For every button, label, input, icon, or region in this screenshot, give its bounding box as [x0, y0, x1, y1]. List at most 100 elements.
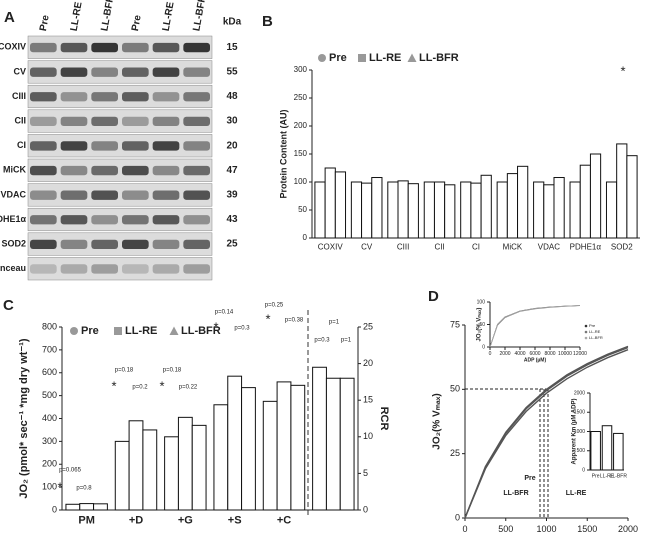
x-tick-label: +D [129, 515, 143, 527]
legend-label: LL-BFR [419, 52, 459, 64]
x-tick-label: 1500 [577, 524, 597, 534]
annotation: p=0.2 [132, 385, 148, 391]
blot-band [60, 215, 88, 225]
y-tick-label: 0 [455, 512, 460, 522]
curve-label: LL-RE [566, 490, 587, 497]
y-tick-label: 700 [42, 344, 57, 354]
blot-band [152, 141, 180, 151]
bar [191, 424, 207, 511]
bar [433, 181, 446, 239]
x-tick-label: 500 [498, 524, 513, 534]
protein-label: PDHE1α [0, 214, 26, 224]
protein-label: CIII [12, 91, 26, 101]
blot-band [122, 67, 149, 77]
x-axis-label: ADP (µM) [524, 357, 547, 363]
y-tick-label: 300 [42, 436, 57, 446]
y-tick-label: 25 [450, 448, 460, 458]
y-tick-label: 0 [303, 233, 308, 242]
y-tick-label: 100 [294, 177, 308, 186]
blot-band [30, 141, 57, 151]
bar [142, 429, 158, 511]
y-tick-label: 500 [42, 390, 57, 400]
x-tick-label: CIII [397, 243, 409, 252]
blot-band [60, 190, 88, 200]
x-tick-label: 10000 [558, 351, 572, 357]
blot-band [91, 264, 118, 274]
annotation: p=0.38 [285, 318, 304, 324]
kda-label: 15 [226, 42, 238, 53]
y-tick-label: 2000 [574, 390, 585, 396]
blot-band [152, 190, 180, 200]
lane-label: Pre [130, 14, 144, 32]
x-tick-label: Pre [592, 473, 600, 479]
bar [569, 181, 581, 239]
x-tick-label: 4000 [514, 351, 525, 357]
y-axis-label: JO₂ (pmol* sec⁻¹ *mg dry wt⁻¹) [18, 338, 30, 498]
lane-label: LL-RE [69, 1, 85, 32]
legend-label: LL-BFR [181, 325, 221, 337]
x-tick-label: PDHE1α [570, 243, 602, 252]
curve [489, 305, 581, 348]
x-tick-label: SOD2 [611, 243, 633, 252]
protein-label: CII [14, 115, 26, 125]
blot-band [30, 215, 57, 225]
bar [444, 184, 456, 239]
bar [177, 416, 193, 511]
blot-row [27, 134, 213, 158]
curve [464, 346, 629, 519]
x-tick-label: VDAC [538, 243, 560, 252]
y2-tick-label: 0 [363, 504, 368, 514]
annotation: p=0.065 [59, 468, 82, 474]
y-tick-label: 50 [479, 322, 485, 328]
blot-row [27, 207, 213, 232]
y-axis-label: Apparent Km (µM ADP) [572, 399, 578, 465]
kda-label: 20 [226, 140, 238, 151]
bar [114, 440, 130, 511]
blot-band [183, 165, 210, 176]
y2-axis-label: RCR [378, 407, 390, 431]
bar [601, 425, 613, 471]
annotation: * [620, 63, 625, 78]
blot-band [183, 42, 210, 53]
bar [65, 503, 81, 511]
legend-marker [114, 327, 122, 335]
kda-label: 48 [226, 91, 238, 102]
x-tick-label: PM [78, 515, 95, 527]
y2-tick-label: 10 [363, 431, 373, 441]
y-tick-label: 100 [42, 482, 57, 492]
blot-band [30, 165, 57, 176]
blot-band [152, 116, 180, 127]
y-tick-label: 500 [577, 448, 586, 454]
annotation: * [213, 319, 218, 334]
bar [553, 177, 565, 239]
y-tick-label: 50 [298, 205, 307, 214]
legend-marker [584, 336, 588, 340]
x-tick-label: 6000 [529, 351, 540, 357]
curve-label: Pre [524, 475, 535, 482]
blot-band [60, 239, 88, 250]
y-tick-label: 300 [294, 65, 308, 74]
kda-label: 30 [226, 116, 238, 127]
y-tick-label: 0 [52, 504, 57, 514]
x-tick-label: LL-BFR [610, 473, 628, 479]
legend-label: LL-RE [125, 325, 157, 337]
lane-label: Pre [38, 14, 52, 32]
blot-band [30, 239, 57, 250]
blot-band [152, 42, 180, 53]
y-tick-label: 1500 [574, 410, 585, 416]
blot-row [27, 109, 213, 133]
y2-tick-label: 20 [363, 358, 373, 368]
legend-label: Pre [589, 323, 596, 328]
legend-marker [169, 326, 179, 335]
annotation: p=1 [329, 320, 340, 326]
blot-band [152, 165, 180, 176]
blot-band [30, 190, 57, 200]
blot-band [91, 190, 118, 200]
blot-band [122, 42, 149, 53]
legend-marker [318, 54, 326, 62]
blot-band [60, 165, 88, 176]
blot-band [91, 67, 118, 77]
bar [164, 436, 179, 511]
bar [387, 181, 399, 239]
